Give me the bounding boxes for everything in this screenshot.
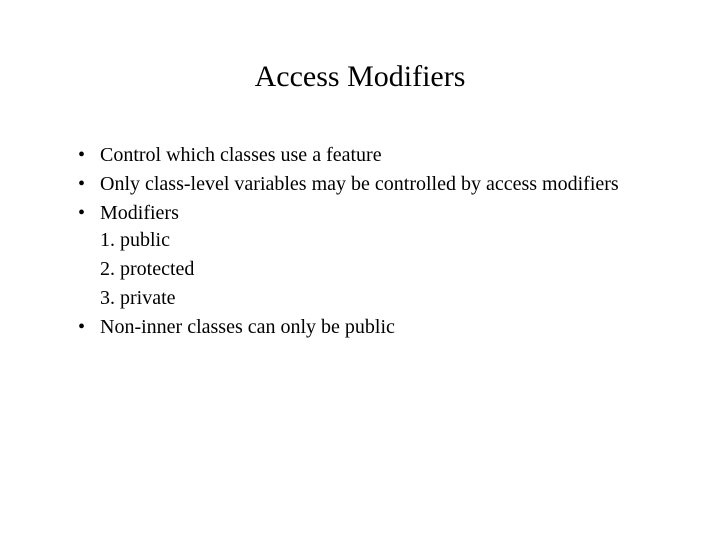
bullet-text: Only class-level variables may be contro… bbox=[100, 173, 619, 195]
bullet-text: Modifiers bbox=[100, 202, 179, 224]
bullet-list: Control which classes use a feature Only… bbox=[72, 142, 648, 341]
sub-list: 1. public 2. protected 3. private bbox=[100, 227, 648, 312]
sub-item: 1. public bbox=[100, 227, 648, 254]
sub-item: 3. private bbox=[100, 285, 648, 312]
bullet-text: Non-inner classes can only be public bbox=[100, 316, 395, 338]
bullet-text: Control which classes use a feature bbox=[100, 144, 382, 166]
sub-item: 2. protected bbox=[100, 256, 648, 283]
bullet-item: Non-inner classes can only be public bbox=[72, 314, 648, 341]
bullet-item: Only class-level variables may be contro… bbox=[72, 171, 648, 198]
bullet-item: Control which classes use a feature bbox=[72, 142, 648, 169]
slide-title: Access Modifiers bbox=[72, 60, 648, 94]
bullet-item: Modifiers 1. public 2. protected 3. priv… bbox=[72, 200, 648, 312]
